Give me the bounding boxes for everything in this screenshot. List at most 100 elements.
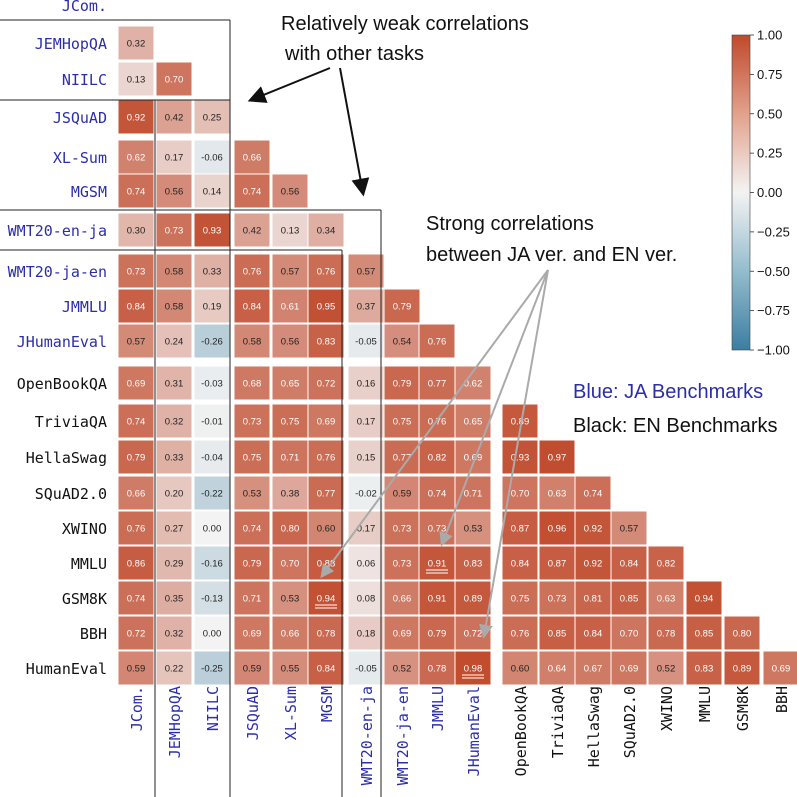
cell-value-label: 0.69 (317, 417, 336, 428)
heatmap-cell (193, 99, 231, 135)
heatmap-cell (501, 615, 539, 651)
cell-value-label: 0.76 (428, 337, 447, 348)
cell-value-label: 0.68 (243, 379, 262, 390)
cell-value-label: 0.83 (317, 337, 336, 348)
cell-value-label: 0.77 (393, 453, 412, 464)
heatmap-cell (383, 510, 421, 546)
heatmap-cell (155, 403, 193, 439)
cell-value-label: 0.18 (357, 629, 376, 640)
row-label: JMMLU (62, 298, 107, 316)
annotation-arrow (479, 269, 549, 639)
cell-value-label: 0.80 (733, 629, 752, 640)
colorbar-ticks: 1.00 0.75 0.50 0.25 0.00 −0.25 −0.50 −0.75 −1.00 (750, 28, 790, 358)
heatmap-cell (501, 580, 539, 616)
column-label: MMLU (696, 686, 714, 722)
column-label: SQuAD2.0 (621, 686, 639, 758)
cell-value-label: 0.87 (548, 559, 567, 570)
heatmap-cell (454, 475, 492, 511)
cell-value-label: -0.26 (201, 337, 223, 348)
heatmap-cell (271, 212, 309, 248)
heatmap-cell (233, 615, 271, 651)
column-label: OpenBookQA (512, 686, 530, 776)
heatmap-cell (347, 253, 385, 289)
heatmap-cell (155, 61, 193, 97)
heatmap-cell (155, 212, 193, 248)
cell-value-label: 0.74 (127, 417, 146, 428)
legend-ja-label: Blue: JA Benchmarks (573, 381, 763, 403)
cell-value-label: 0.96 (548, 524, 567, 535)
cell-value-label: 0.57 (127, 337, 146, 348)
cell-value-label: 0.16 (357, 379, 376, 390)
cell-value-label: 0.74 (584, 489, 603, 500)
strong-correlation-annotation: Strong correlations between JA ver. and … (320, 213, 677, 639)
heatmap-cell (117, 439, 155, 475)
heatmap-cell (574, 615, 612, 651)
heatmap-cell (647, 545, 685, 581)
cell-value-label: 0.14 (203, 187, 222, 198)
cell-value-label: 0.33 (165, 453, 184, 464)
cell-value-label: 0.55 (281, 664, 300, 675)
cell-value-label: 0.20 (165, 489, 184, 500)
cell-value-label: 0.62 (464, 379, 483, 390)
cell-value-label: -0.05 (355, 337, 377, 348)
column-label: HellaSwag (585, 686, 603, 767)
cell-value-label: 0.00 (203, 524, 222, 535)
heatmap-cell (307, 475, 345, 511)
cell-value-label: 0.85 (620, 594, 639, 605)
cell-value-label: 0.60 (317, 524, 336, 535)
heatmap-cell (538, 615, 576, 651)
cell-value-label: 0.37 (357, 302, 376, 313)
annotation-arrow (439, 269, 549, 547)
annotation-arrow (320, 269, 549, 579)
heatmap-cell (233, 212, 271, 248)
cell-value-label: 0.75 (393, 417, 412, 428)
heatmap-cell (307, 365, 345, 401)
heatmap-cell (117, 212, 155, 248)
cell-value-label: 0.85 (695, 629, 714, 640)
heatmap-cell (117, 25, 155, 61)
colorbar-gradient (731, 34, 751, 351)
heatmap-cell (347, 475, 385, 511)
heatmap-cell (723, 615, 761, 651)
row-label: WMT20-en-ja (8, 222, 107, 240)
heatmap-cell (501, 650, 539, 686)
heatmap-cell (610, 580, 648, 616)
cell-value-label: 0.91 (428, 594, 447, 605)
cell-value-label: 0.74 (127, 187, 146, 198)
heatmap-cell (383, 650, 421, 686)
heatmap-cell (454, 545, 492, 581)
heatmap-cell (155, 253, 193, 289)
cell-value-label: 0.24 (165, 337, 184, 348)
cell-value-label: 0.19 (203, 302, 222, 313)
heatmap-cell (307, 403, 345, 439)
heatmap-cell (383, 580, 421, 616)
cell-value-label: -0.01 (201, 417, 223, 428)
cell-value-label: 0.32 (165, 417, 184, 428)
cell-value-label: 0.56 (165, 187, 184, 198)
heatmap-cell (538, 580, 576, 616)
heatmap-cell (610, 545, 648, 581)
column-label: JEMHopQA (166, 686, 184, 758)
heatmap-cell (233, 439, 271, 475)
column-label: XL-Sum (282, 686, 300, 740)
heatmap-cell (233, 323, 271, 359)
heatmap-cell (574, 510, 612, 546)
cell-value-label: -0.05 (355, 664, 377, 675)
row-label: TriviaQA (35, 413, 107, 431)
cell-value-label: 0.82 (428, 453, 447, 464)
annotation-arrow (339, 67, 370, 197)
cell-value-label: 0.35 (165, 594, 184, 605)
weak-correlation-annotation: Relatively weak correlations with other … (247, 13, 529, 197)
heatmap-cell (610, 650, 648, 686)
cell-value-label: 0.76 (127, 524, 146, 535)
cell-value-label: 0.89 (511, 417, 530, 428)
heatmap-cell (193, 475, 231, 511)
cell-value-label: 0.53 (464, 524, 483, 535)
group-separators (0, 19, 382, 797)
heatmap-cell (418, 439, 456, 475)
cell-value-label: 0.71 (281, 453, 300, 464)
cell-value-label: 0.69 (464, 453, 483, 464)
heatmap-cell (117, 323, 155, 359)
heatmap-cell (155, 288, 193, 324)
